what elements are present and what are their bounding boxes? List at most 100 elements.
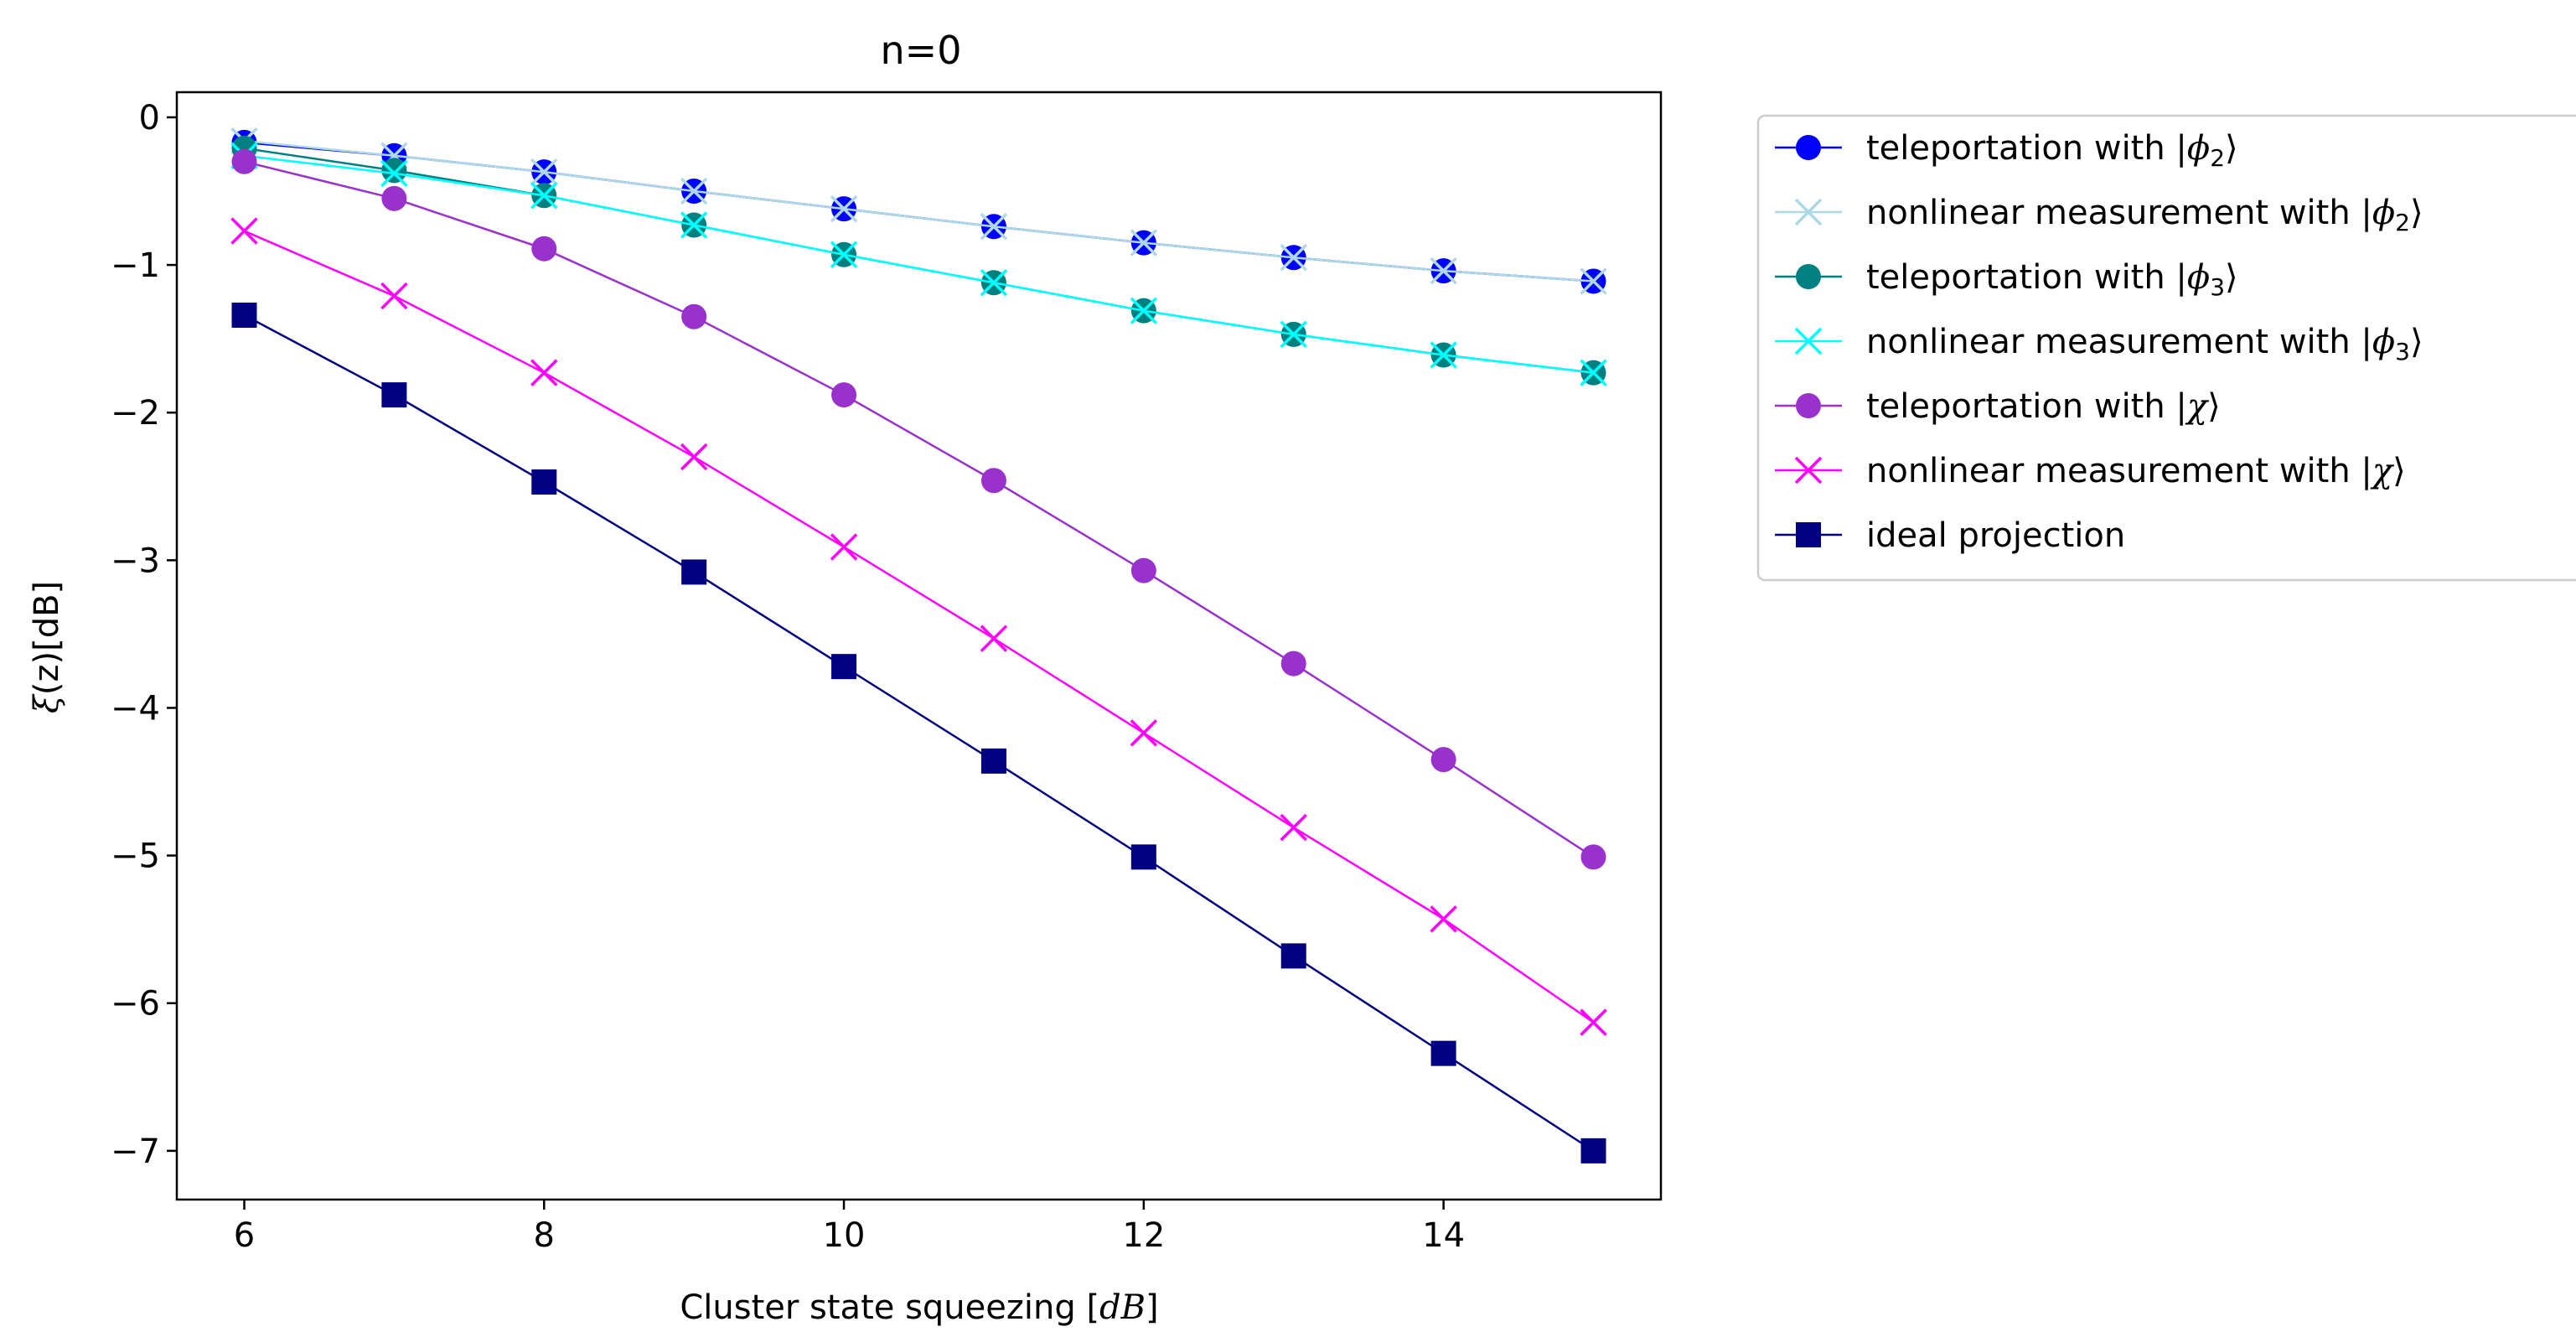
legend-label: teleportation with |ϕ2⟩ (1866, 129, 2238, 172)
legend-entry-4: teleportation with |χ⟩ (1775, 387, 2221, 426)
x-tick-label: 12 (1122, 1216, 1165, 1255)
data-point (830, 194, 858, 223)
data-point (381, 185, 407, 211)
data-point (980, 468, 1006, 494)
y-tick-label: −6 (111, 985, 160, 1024)
y-tick-label: −4 (111, 689, 160, 728)
legend-label: teleportation with |ϕ3⟩ (1866, 258, 2238, 301)
legend-label: nonlinear measurement with |χ⟩ (1866, 452, 2406, 490)
data-point (831, 382, 857, 408)
data-point (980, 268, 1008, 297)
legend-marker (1796, 135, 1821, 160)
data-point (830, 241, 858, 268)
data-point (1130, 297, 1158, 324)
legend-marker (1794, 198, 1823, 226)
chart-title: n=0 (881, 28, 962, 73)
data-point (531, 236, 557, 262)
y-axis-label-xi: ξ (28, 693, 66, 713)
data-point (380, 159, 408, 188)
series-line (244, 160, 1595, 858)
data-point (530, 182, 558, 210)
data-point (1430, 1040, 1456, 1066)
legend-marker (1796, 264, 1821, 289)
x-axis-label-suffix: ] (1146, 1288, 1159, 1327)
data-point (980, 748, 1006, 774)
series-5 (230, 217, 1607, 1036)
y-axis-ticks: 0 −1 −2 −3 −4 −5 −6 −7 (111, 99, 177, 1171)
legend-label: teleportation with |χ⟩ (1866, 387, 2221, 426)
data-point (1580, 359, 1607, 386)
legend-entry-0: teleportation with |ϕ2⟩ (1775, 129, 2238, 172)
legend: teleportation with |ϕ2⟩ nonlinear measure… (1756, 114, 2576, 582)
x-axis-ticks: 6 8 10 12 14 (234, 1200, 1465, 1255)
legend-entry-2: teleportation with |ϕ3⟩ (1775, 258, 2238, 301)
y-tick-label: −1 (111, 246, 160, 285)
data-point (530, 359, 558, 386)
data-point (231, 302, 257, 328)
data-point (1280, 813, 1307, 842)
data-point (1130, 719, 1158, 747)
data-point (831, 654, 857, 680)
data-point (1280, 244, 1307, 272)
legend-marker (1796, 393, 1821, 418)
x-axis-label-unit: dB (1099, 1288, 1146, 1327)
series-line (244, 230, 1595, 1024)
y-tick-label: −5 (111, 837, 160, 876)
legend-entry-5: nonlinear measurement with |χ⟩ (1775, 452, 2406, 490)
legend-label: nonlinear measurement with |ϕ3⟩ (1866, 323, 2423, 365)
series-line (243, 314, 1595, 1152)
data-point (680, 443, 708, 471)
series-line (244, 139, 1594, 282)
legend-entry-6: ideal projection (1775, 516, 2125, 555)
data-point (1280, 320, 1307, 349)
data-point (681, 559, 707, 585)
x-tick-label: 10 (823, 1216, 866, 1255)
data-point (680, 177, 708, 205)
data-point (230, 217, 258, 245)
y-axis-label-arg: (z)[dB] (28, 581, 66, 695)
y-tick-label: −3 (111, 542, 160, 580)
data-point (830, 533, 858, 561)
data-point (380, 282, 408, 310)
data-point (1430, 257, 1457, 285)
data-point (1580, 1138, 1606, 1164)
x-axis-label-prefix: Cluster state squeezing [ (680, 1288, 1099, 1327)
data-point (1130, 844, 1156, 870)
data-point (1130, 229, 1158, 257)
data-point (980, 625, 1008, 652)
x-tick-label: 6 (234, 1216, 255, 1255)
data-point (1580, 267, 1607, 295)
legend-label: nonlinear measurement with |ϕ2⟩ (1866, 194, 2423, 236)
data-point (681, 303, 707, 329)
series-6 (231, 302, 1606, 1164)
data-point (1280, 943, 1306, 969)
legend-marker (1796, 522, 1821, 547)
legend-label: ideal projection (1866, 516, 2125, 555)
data-point (1280, 650, 1306, 676)
x-axis-label: Cluster state squeezing [dB] (680, 1288, 1158, 1327)
y-tick-label: −7 (111, 1132, 160, 1171)
y-axis-label: ξ(z)[dB] (28, 581, 66, 713)
series-line (244, 154, 1594, 374)
series-3 (230, 142, 1607, 386)
legend-entry-3: nonlinear measurement with |ϕ3⟩ (1775, 323, 2423, 365)
legend-marker (1794, 456, 1823, 485)
data-point (1430, 341, 1457, 369)
data-point (980, 213, 1008, 241)
plot-area (230, 127, 1607, 1164)
data-point (1430, 905, 1457, 933)
data-point (381, 382, 407, 408)
legend-marker (1794, 327, 1823, 355)
data-point (381, 158, 407, 184)
data-point (231, 148, 257, 174)
data-point (1130, 557, 1156, 583)
y-tick-label: 0 (139, 99, 160, 137)
data-point (680, 211, 708, 239)
data-point (531, 469, 557, 495)
x-tick-label: 14 (1422, 1216, 1465, 1255)
series-4 (231, 148, 1606, 870)
data-point (1580, 1008, 1607, 1036)
legend-entry-1: nonlinear measurement with |ϕ2⟩ (1775, 194, 2423, 236)
data-point (530, 158, 558, 186)
